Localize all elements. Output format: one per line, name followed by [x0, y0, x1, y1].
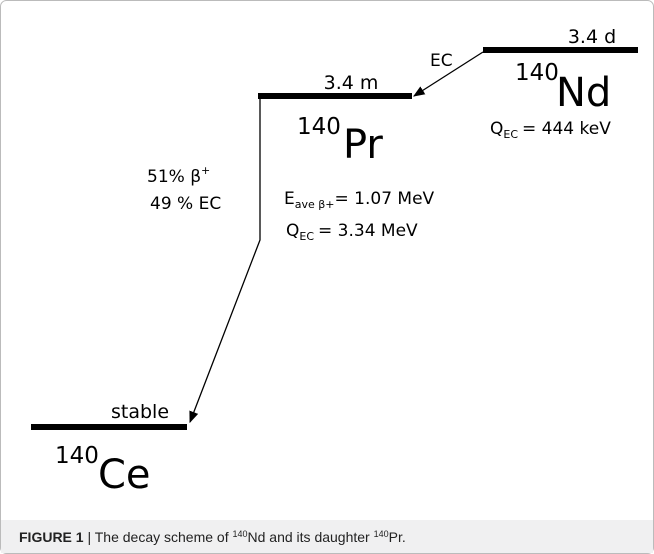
transition-label: EC — [430, 51, 453, 71]
q-value: QEC = 3.34 MeV — [286, 221, 418, 243]
caption-sup: 140 — [374, 529, 389, 539]
ec-arrow — [413, 51, 484, 97]
element: Ce — [98, 452, 151, 498]
e-value: Eave β+= 1.07 MeV — [284, 189, 435, 211]
e-symbol: E — [284, 189, 295, 209]
caption-sup: 140 — [232, 529, 247, 539]
branch-beta-sup: + — [201, 164, 210, 177]
caption-text: Pr. — [389, 529, 406, 545]
branch-beta: 51% β+ — [147, 164, 210, 187]
half-life: 3.4 d — [568, 26, 616, 48]
caption: FIGURE 1 | The decay scheme of 140Nd and… — [19, 529, 406, 545]
e-sub: ave β+ — [295, 198, 335, 211]
decay-arrow — [189, 98, 261, 424]
caption-text: Nd and its daughter — [248, 529, 374, 545]
element: Nd — [556, 70, 611, 116]
caption-label: FIGURE 1 — [19, 529, 84, 545]
q-sub: EC — [503, 128, 518, 141]
mass-number: 140 — [297, 114, 341, 140]
q-sub: EC — [299, 230, 314, 243]
q-number: = 444 keV — [522, 119, 611, 139]
caption-bg — [1, 520, 653, 553]
mass-number: 140 — [55, 443, 99, 469]
element: Pr — [343, 122, 383, 168]
caption-text: | The decay scheme of — [84, 529, 233, 545]
half-life: 3.4 m — [324, 72, 379, 94]
q-number: = 3.34 MeV — [318, 221, 418, 241]
branch-beta-text: 51% β — [147, 167, 201, 187]
e-number: = 1.07 MeV — [335, 189, 435, 209]
q-symbol: Q — [286, 221, 299, 241]
q-symbol: Q — [490, 119, 503, 139]
mass-number: 140 — [515, 60, 559, 86]
q-value: QEC = 444 keV — [490, 119, 611, 141]
branch-ec: 49 % EC — [150, 194, 221, 214]
half-life: stable — [111, 401, 169, 423]
